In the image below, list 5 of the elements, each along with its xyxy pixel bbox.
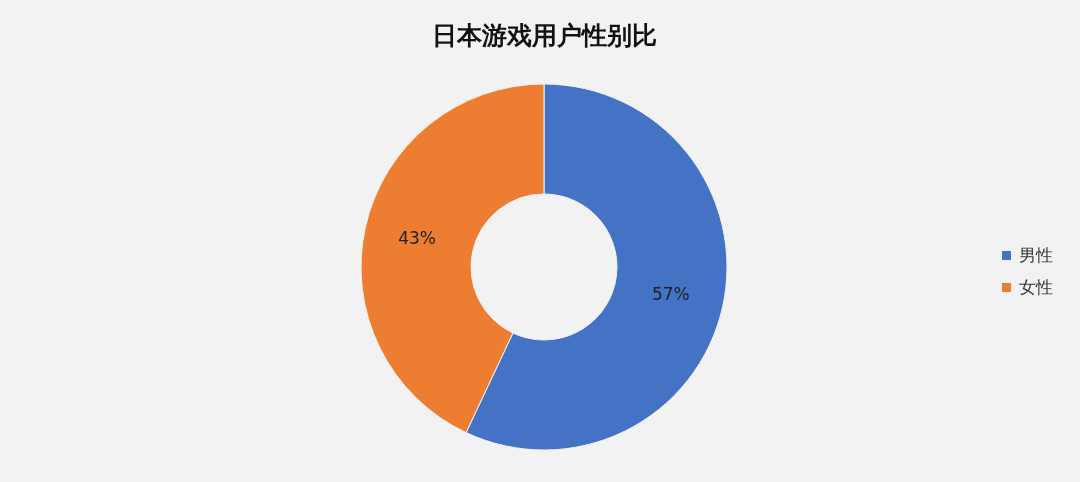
data-label: 43%: [398, 227, 437, 248]
chart-title: 日本游戏用户性别比: [431, 21, 657, 50]
data-label: 57%: [651, 284, 690, 305]
legend-label: 女性: [1019, 276, 1053, 297]
legend-label: 男性: [1019, 244, 1053, 265]
